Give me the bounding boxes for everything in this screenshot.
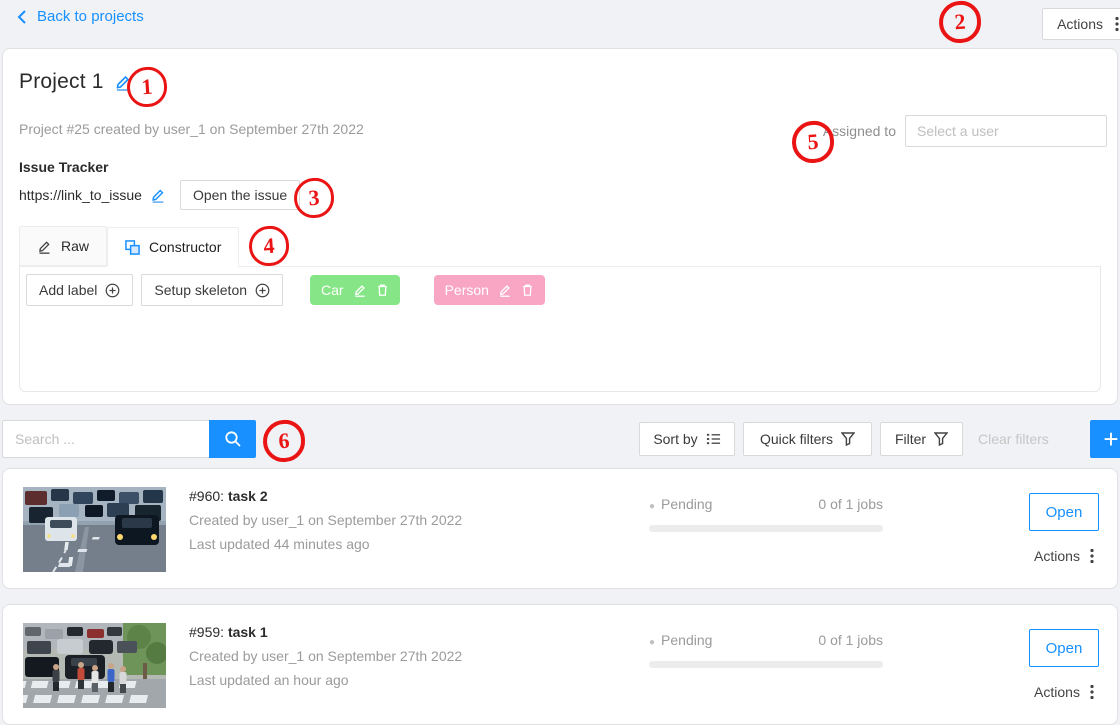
block-icon (125, 239, 140, 255)
label-buttons-row: Add label Setup skeleton Car (26, 274, 1094, 306)
setup-skeleton-button[interactable]: Setup skeleton (141, 274, 284, 306)
label-tag-person-name: Person (444, 282, 489, 298)
setup-skeleton-text: Setup skeleton (154, 282, 248, 298)
filter-funnel-icon (934, 432, 949, 446)
project-actions-button[interactable]: Actions (1042, 8, 1120, 40)
issue-tracker-row: https://link_to_issue Open the issue (19, 180, 301, 210)
label-tag-person[interactable]: Person (433, 275, 545, 305)
status-dot-icon: ● (649, 637, 656, 648)
edit-issue-url-icon[interactable] (150, 187, 166, 203)
task-updated-text: Last updated 44 minutes ago (189, 536, 370, 552)
assigned-to-label: Assigned to (822, 123, 896, 139)
label-editor-tabs: Raw Constructor (19, 226, 1101, 267)
task-thumbnail (23, 623, 166, 708)
task-progress-block: ● Pending 0 of 1 jobs (649, 632, 883, 668)
tab-raw[interactable]: Raw (19, 226, 108, 266)
task-card: #960: task 2 Created by user_1 on Septem… (2, 468, 1118, 589)
tab-raw-label: Raw (61, 238, 90, 254)
task-created-text: Created by user_1 on September 27th 2022 (189, 512, 463, 528)
more-vertical-icon (1090, 684, 1094, 700)
open-issue-label: Open the issue (192, 187, 288, 203)
tab-constructor-label: Constructor (149, 239, 222, 255)
sort-by-label: Sort by (653, 431, 698, 447)
back-to-projects-link[interactable]: Back to projects (16, 8, 144, 25)
assignee-select-input[interactable] (905, 115, 1107, 147)
tasks-toolbar: Sort by Quick filters Filter Clear filte… (0, 419, 1120, 459)
project-actions-label: Actions (1057, 16, 1103, 32)
task-progress-bar (649, 661, 883, 668)
search-input[interactable] (2, 420, 209, 458)
filter-button[interactable]: Filter (880, 422, 963, 456)
task-info: #959: task 1 Created by user_1 on Septem… (189, 624, 462, 688)
task-status: ● Pending (649, 632, 713, 648)
add-task-button[interactable]: + (1090, 420, 1120, 458)
filter-funnel-icon (841, 432, 856, 446)
ordered-list-icon (706, 432, 721, 446)
project-title: Project 1 (19, 70, 104, 93)
edit-label-icon[interactable] (498, 283, 512, 297)
task-progress-block: ● Pending 0 of 1 jobs (649, 496, 883, 532)
task-actions-button[interactable]: Actions (1029, 548, 1099, 564)
task-jobs-count: 0 of 1 jobs (818, 632, 883, 648)
task-updated-text: Last updated an hour ago (189, 672, 349, 688)
top-bar: Back to projects Actions (0, 0, 1120, 48)
status-dot-icon: ● (649, 501, 656, 512)
open-task-button[interactable]: Open (1029, 629, 1099, 667)
task-title[interactable]: #960: task 2 (189, 488, 462, 504)
task-status: ● Pending (649, 496, 713, 512)
plus-circle-icon (255, 283, 270, 298)
task-card: #959: task 1 Created by user_1 on Septem… (2, 604, 1118, 725)
search-icon (224, 430, 242, 448)
chevron-left-icon (16, 9, 28, 25)
delete-label-icon[interactable] (521, 283, 534, 297)
constructor-panel: Add label Setup skeleton Car (19, 266, 1101, 392)
plus-circle-icon (105, 283, 120, 298)
project-details-card: Project 1 Project #25 created by user_1 … (2, 48, 1118, 405)
task-thumbnail (23, 487, 166, 572)
pencil-icon (37, 239, 52, 254)
task-created-text: Created by user_1 on September 27th 2022 (189, 648, 463, 664)
more-vertical-icon (1115, 16, 1119, 32)
tab-constructor[interactable]: Constructor (107, 227, 240, 267)
task-progress-bar (649, 525, 883, 532)
clear-filters-button[interactable]: Clear filters (978, 431, 1049, 447)
edit-label-icon[interactable] (353, 283, 367, 297)
delete-label-icon[interactable] (376, 283, 389, 297)
task-actions-label: Actions (1034, 548, 1080, 564)
issue-tracker-url: https://link_to_issue (19, 187, 142, 203)
quick-filters-button[interactable]: Quick filters (743, 422, 872, 456)
open-task-button[interactable]: Open (1029, 493, 1099, 531)
open-issue-button[interactable]: Open the issue (179, 180, 301, 210)
issue-tracker-label: Issue Tracker (19, 159, 109, 175)
task-id: #959: (189, 624, 225, 640)
filter-label: Filter (894, 431, 927, 447)
label-tag-car[interactable]: Car (310, 275, 400, 305)
task-name: task 2 (227, 488, 268, 504)
search-button[interactable] (209, 420, 256, 458)
back-to-projects-label: Back to projects (37, 8, 144, 25)
task-actions-label: Actions (1034, 684, 1080, 700)
search-group (2, 420, 256, 458)
project-title-row: Project 1 (19, 70, 132, 94)
more-vertical-icon (1090, 548, 1094, 564)
task-actions-button[interactable]: Actions (1029, 684, 1099, 700)
sort-by-button[interactable]: Sort by (639, 422, 735, 456)
task-jobs-count: 0 of 1 jobs (818, 496, 883, 512)
project-subtitle: Project #25 created by user_1 on Septemb… (19, 121, 364, 137)
task-id: #960: (189, 488, 225, 504)
task-title[interactable]: #959: task 1 (189, 624, 462, 640)
add-label-text: Add label (39, 282, 98, 298)
add-label-button[interactable]: Add label (26, 274, 134, 306)
task-info: #960: task 2 Created by user_1 on Septem… (189, 488, 462, 552)
task-name: task 1 (227, 624, 268, 640)
edit-project-name-icon[interactable] (114, 73, 132, 91)
label-tag-car-name: Car (321, 282, 344, 298)
assigned-to-row: Assigned to (823, 115, 1107, 147)
quick-filters-label: Quick filters (759, 431, 834, 447)
